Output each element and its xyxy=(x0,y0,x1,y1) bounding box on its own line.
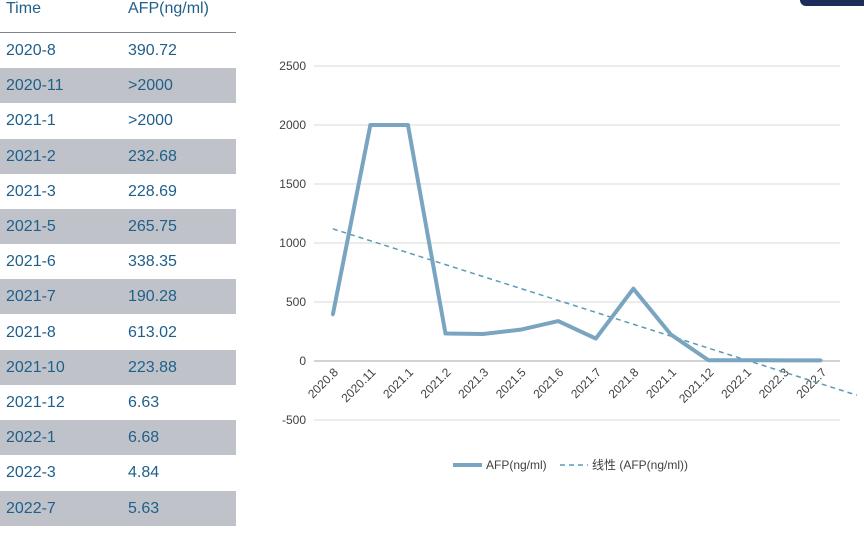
header-time: Time xyxy=(6,0,41,17)
cell-time: 2021-8 xyxy=(6,323,56,341)
cell-afp: >2000 xyxy=(128,77,173,95)
cell-afp: 338.35 xyxy=(128,253,177,271)
table-row: 2020-8 390.72 xyxy=(0,33,236,68)
x-tick-label: 2021.1 xyxy=(643,365,679,401)
table-row: 2021-6 338.35 xyxy=(0,244,236,279)
table-row: 2022-7 5.63 xyxy=(0,490,236,526)
table-row: 2022-3 4.84 xyxy=(0,455,236,490)
cell-time: 2021-5 xyxy=(6,218,56,235)
cell-afp: 190.28 xyxy=(128,288,177,306)
x-tick-label: 2022.3 xyxy=(756,365,792,401)
x-tick-label: 2022.7 xyxy=(793,365,829,401)
cell-afp: 232.68 xyxy=(128,147,177,165)
x-tick-label: 2021.8 xyxy=(606,365,642,401)
y-tick-label: 2500 xyxy=(279,59,306,73)
cell-time: 2021-3 xyxy=(6,182,56,200)
data-point xyxy=(481,332,485,336)
table-row: 2021-5 265.75 xyxy=(0,209,236,244)
data-point xyxy=(744,358,748,362)
table-row: 2021-8 613.02 xyxy=(0,315,236,350)
table-row: 2021-12 6.63 xyxy=(0,385,236,420)
legend-label-trend: 线性 (AFP(ng/ml)) xyxy=(592,458,688,472)
x-tick-label: 2020.11 xyxy=(339,365,379,405)
table-row: 2021-3 228.69 xyxy=(0,174,236,209)
data-point xyxy=(669,333,673,337)
y-tick-label: 0 xyxy=(299,354,306,368)
legend-label-afp: AFP(ng/ml) xyxy=(486,458,547,472)
cell-time: 2022-7 xyxy=(6,499,56,517)
cell-afp: 228.69 xyxy=(128,182,177,200)
data-point xyxy=(368,123,372,127)
cell-time: 2021-7 xyxy=(6,288,56,306)
cell-afp: 223.88 xyxy=(128,358,177,376)
y-tick-label: 1000 xyxy=(279,236,306,250)
y-tick-label: 500 xyxy=(286,295,306,309)
cell-afp: >2000 xyxy=(128,112,173,130)
x-tick-label: 2021.3 xyxy=(455,365,491,401)
table-row: 2021-7 190.28 xyxy=(0,279,236,315)
data-point xyxy=(444,332,447,336)
x-tick-label: 2022.1 xyxy=(718,365,754,401)
afp-series-line xyxy=(330,123,822,363)
table-row: 2022-1 6.68 xyxy=(0,420,236,456)
x-tick-label: 2021.1 xyxy=(380,365,416,401)
data-point xyxy=(707,358,710,362)
x-tick-label: 2021.12 xyxy=(676,365,717,406)
data-point xyxy=(631,287,635,291)
data-point xyxy=(519,328,523,332)
y-tick-label: -500 xyxy=(282,413,306,427)
cell-time: 2022-3 xyxy=(6,464,56,482)
x-tick-label: 2021.6 xyxy=(530,365,566,401)
header-afp: AFP(ng/ml) xyxy=(128,0,209,17)
cell-time: 2021-10 xyxy=(6,358,65,376)
cell-time: 2020-8 xyxy=(6,42,56,59)
data-point xyxy=(406,123,410,127)
cell-time: 2021-2 xyxy=(6,147,56,165)
table-header: Time AFP(ng/ml) xyxy=(0,0,236,33)
cell-time: 2021-1 xyxy=(6,112,56,130)
data-point xyxy=(331,313,335,317)
cell-afp: 6.68 xyxy=(128,429,160,447)
cell-afp: 4.84 xyxy=(128,464,160,482)
cell-afp: 390.72 xyxy=(128,42,177,59)
y-tick-label: 2000 xyxy=(279,118,306,132)
cell-time: 2021-12 xyxy=(6,394,65,411)
corner-accent xyxy=(800,0,864,6)
x-tick-label: 2020.8 xyxy=(305,365,341,401)
x-tick-label: 2021.2 xyxy=(418,365,454,401)
table-row: 2021-10 223.88 xyxy=(0,349,236,385)
data-point xyxy=(556,319,560,323)
x-tick-label: 2021.7 xyxy=(568,365,604,401)
cell-afp: 5.63 xyxy=(128,499,160,517)
data-point xyxy=(819,358,823,362)
trendline xyxy=(332,228,858,396)
data-point xyxy=(782,358,786,362)
cell-afp: 613.02 xyxy=(128,323,177,341)
cell-time: 2020-11 xyxy=(6,77,64,95)
cell-time: 2022-1 xyxy=(6,429,56,447)
cell-afp: 265.75 xyxy=(128,218,177,235)
x-tick-label: 2021.5 xyxy=(493,365,529,401)
table-row: 2021-2 232.68 xyxy=(0,138,236,174)
cell-time: 2021-6 xyxy=(6,253,56,271)
data-point xyxy=(594,337,598,341)
cell-afp: 6.63 xyxy=(128,394,160,411)
table-row: 2021-1 >2000 xyxy=(0,103,236,138)
table-row: 2020-11 >2000 xyxy=(0,68,236,104)
y-tick-label: 1500 xyxy=(279,177,306,191)
